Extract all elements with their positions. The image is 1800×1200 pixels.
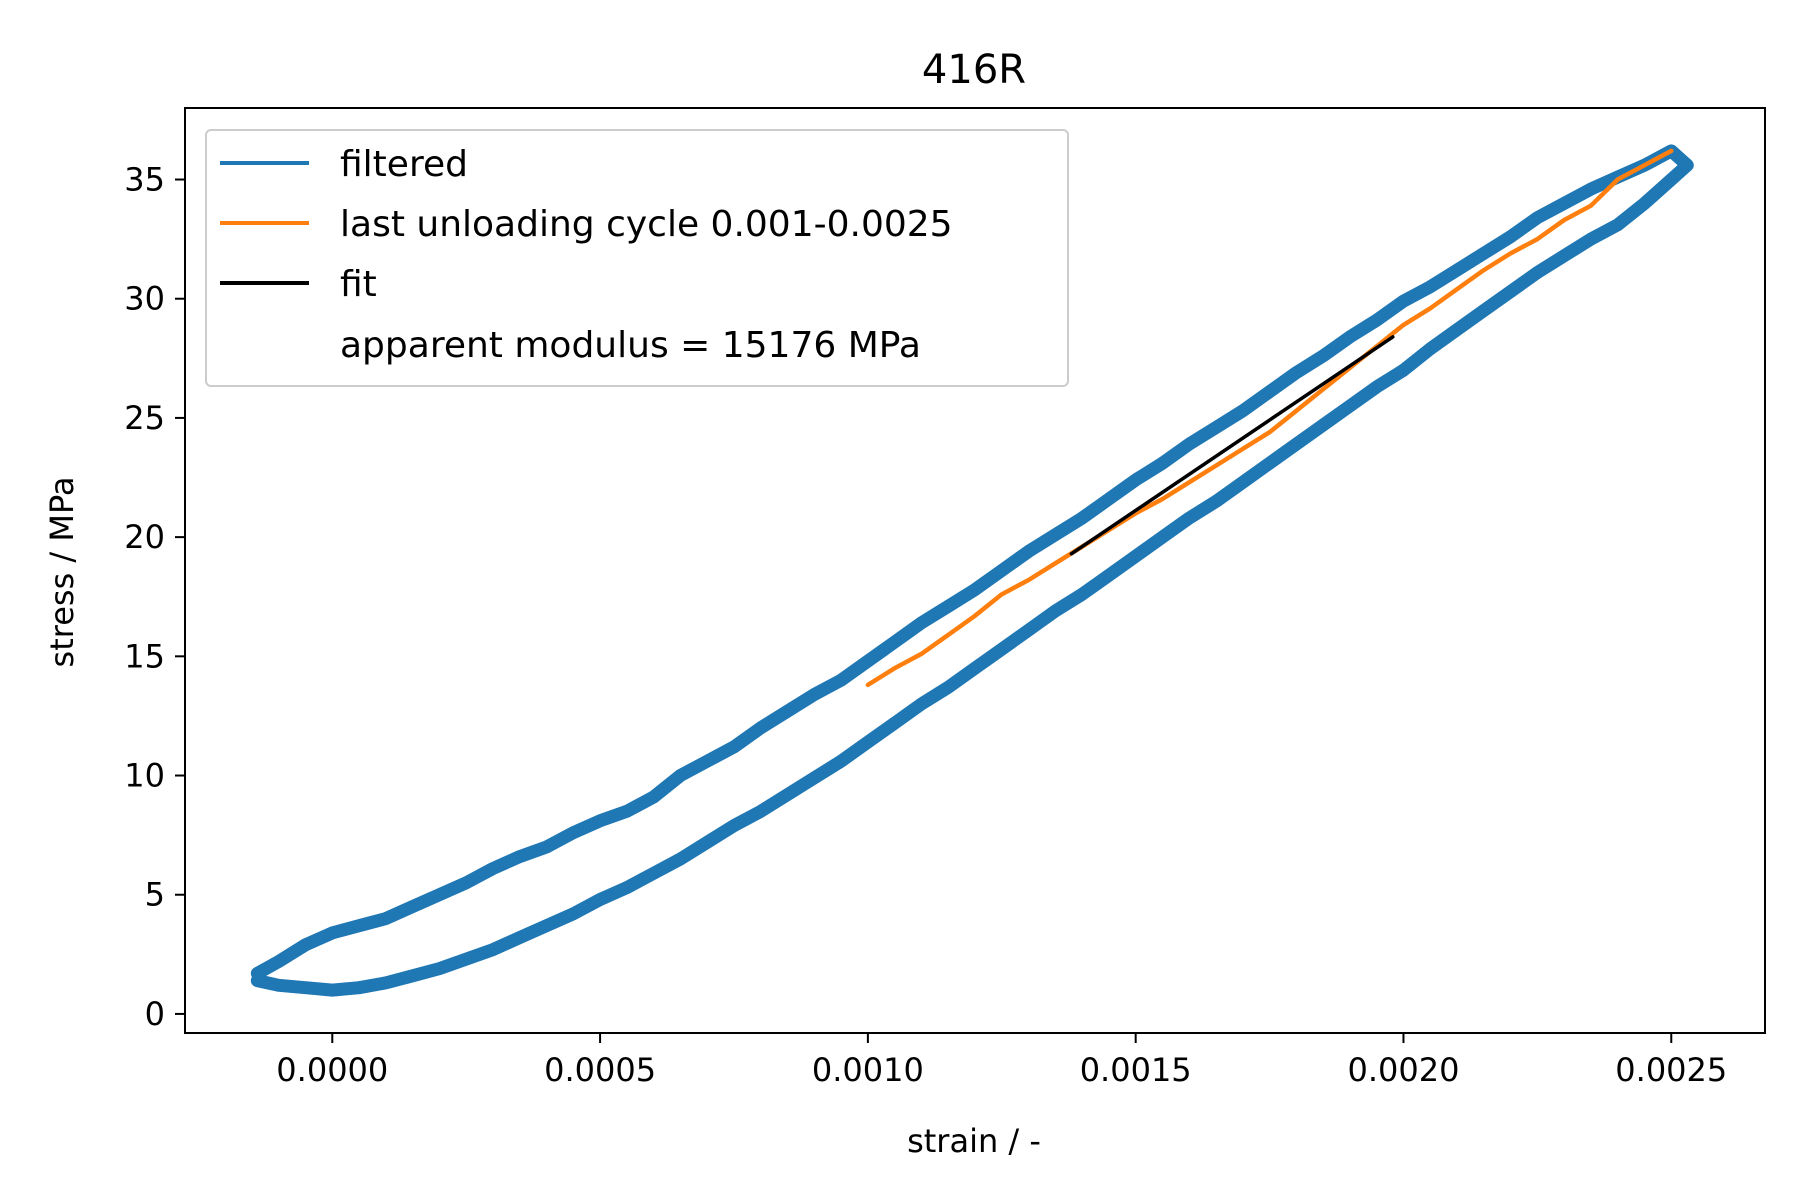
- x-tick-label: 0.0000: [276, 1051, 388, 1089]
- plot-area-frame: [184, 107, 1766, 1034]
- legend: filtered last unloading cycle 0.001-0.002…: [205, 129, 1069, 387]
- legend-label: fit: [340, 264, 377, 305]
- series-line-last-unloading-cycle: [865, 148, 1674, 688]
- axes-layer: 0.0000 0.0005 0.0010 0.0015 0.0020 0.0025 0 5 10…: [124, 107, 1766, 1089]
- x-axis-label: strain / -: [907, 1122, 1041, 1160]
- chart-title: 416R: [922, 47, 1026, 93]
- x-tick-label: 0.0020: [1347, 1051, 1459, 1089]
- x-tick-label: 0.0015: [1080, 1051, 1192, 1089]
- y-tick-label: 30: [124, 280, 165, 318]
- legend-box: [205, 129, 1069, 387]
- x-tick-label: 0.0005: [544, 1051, 656, 1089]
- x-tick-label: 0.0010: [812, 1051, 924, 1089]
- plot-layer: [250, 144, 1694, 997]
- y-tick-label: 5: [145, 876, 165, 914]
- y-tick-label: 20: [124, 518, 165, 556]
- y-tick-label: 35: [124, 161, 165, 199]
- legend-label: filtered: [340, 144, 468, 185]
- y-axis-label: stress / MPa: [43, 477, 81, 668]
- y-tick-label: 25: [124, 399, 165, 437]
- y-tick-label: 15: [124, 637, 165, 675]
- series-line-filtered: [250, 144, 1694, 997]
- plot-series-group: [250, 144, 1694, 997]
- legend-annotation-modulus: apparent modulus = 15176 MPa: [340, 325, 921, 366]
- x-tick-label: 0.0025: [1615, 1051, 1727, 1089]
- y-tick-label: 0: [145, 995, 165, 1033]
- legend-label: last unloading cycle 0.001-0.0025: [340, 204, 953, 245]
- y-tick-label: 10: [124, 757, 165, 795]
- series-line-fit: [1069, 335, 1395, 556]
